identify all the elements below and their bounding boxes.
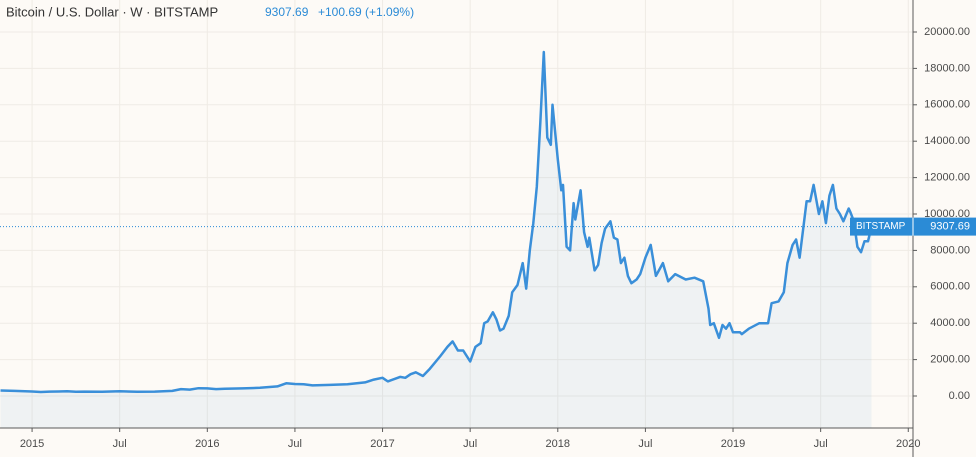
y-tick-label: 6000.00: [930, 281, 970, 293]
x-tick-label: Jul: [463, 438, 477, 450]
x-tick-label: 2018: [546, 438, 570, 450]
y-tick-label: 22000.00: [924, 0, 970, 2]
y-tick-label: 2000.00: [930, 354, 970, 366]
x-tick-label: 2015: [20, 438, 44, 450]
axes: 0.00 2000.00 4000.00 6000.00 8000.00 10000.00…: [20, 0, 976, 450]
grid: [0, 0, 913, 428]
y-tick-label: 4000.00: [930, 317, 970, 329]
y-tick-label: 14000.00: [924, 135, 970, 147]
last-price-label: 9307.69: [930, 221, 970, 233]
plot: [0, 50, 913, 428]
x-tick-label: 2020: [896, 438, 920, 450]
y-tick-label: 10000.00: [924, 208, 970, 220]
x-tick-label: Jul: [113, 438, 127, 450]
x-tick-label: 2016: [195, 438, 219, 450]
y-tick-label: 0.00: [949, 390, 970, 402]
y-tick-label: 16000.00: [924, 99, 970, 111]
price-change: +100.69 (+1.09%): [318, 5, 414, 19]
x-tick-label: Jul: [288, 438, 302, 450]
x-tick-label: 2019: [721, 438, 745, 450]
price-line: [0, 50, 873, 394]
area-fill: [0, 52, 872, 428]
last-price: 9307.69: [265, 5, 309, 19]
y-tick-label: 8000.00: [930, 244, 970, 256]
last-price-source: BITSTAMP: [856, 221, 906, 232]
x-tick-label: Jul: [638, 438, 652, 450]
x-tick-label: Jul: [814, 438, 828, 450]
y-tick-label: 12000.00: [924, 172, 970, 184]
y-tick-label: 20000.00: [924, 26, 970, 38]
y-tick-label: 18000.00: [924, 62, 970, 74]
chart-title: Bitcoin / U.S. Dollar · W · BITSTAMP: [6, 4, 218, 19]
x-tick-label: 2017: [370, 438, 394, 450]
